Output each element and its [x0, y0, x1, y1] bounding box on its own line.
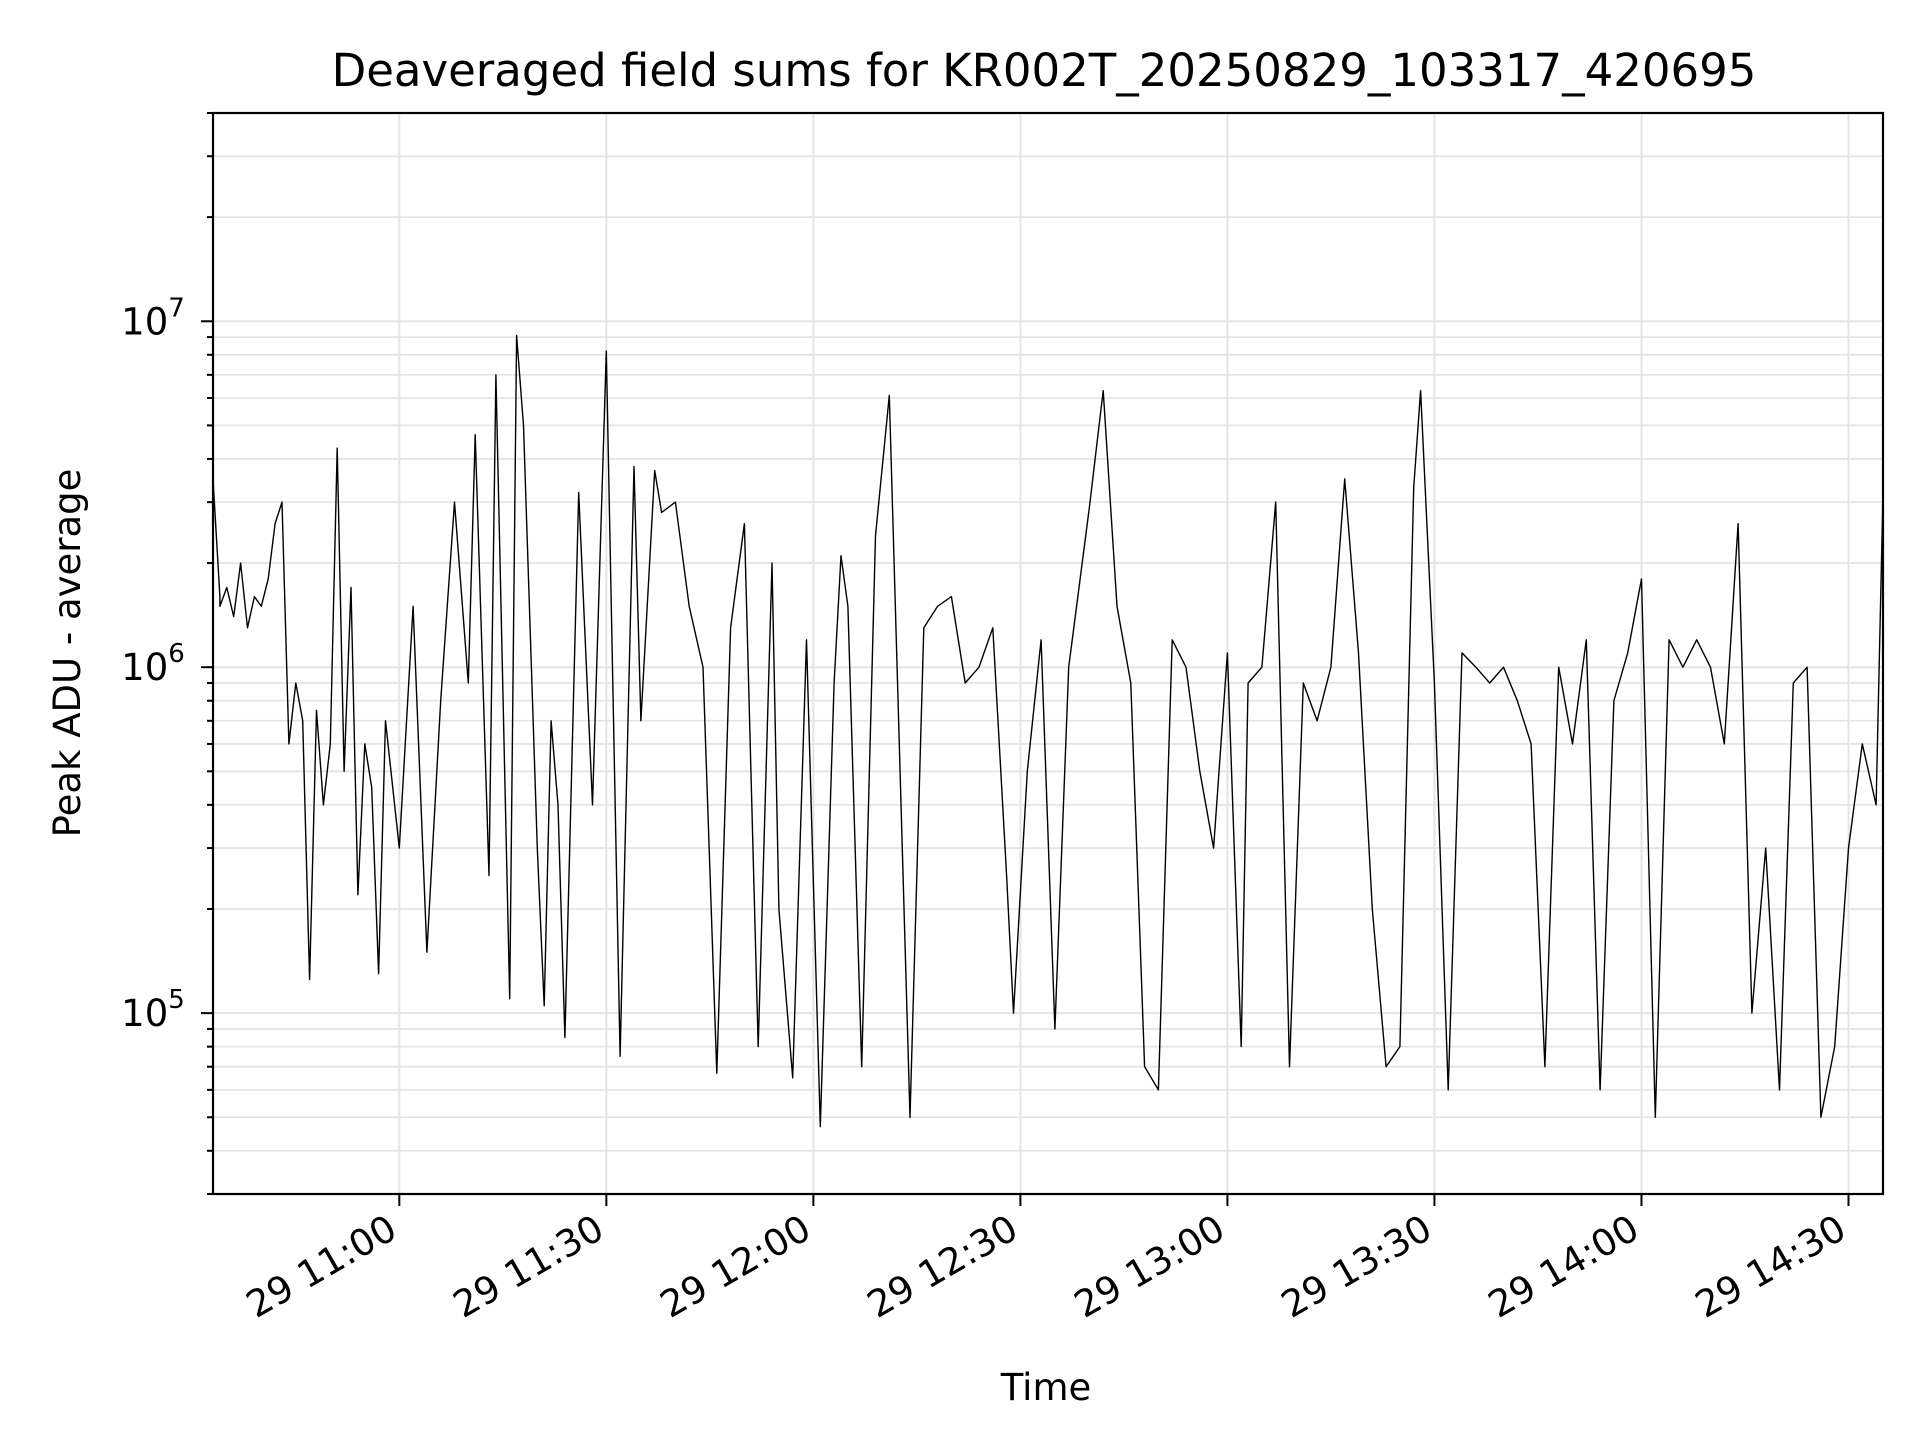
plot-frame [211, 111, 1885, 1196]
x-axis-label: Time [1000, 1366, 1092, 1409]
y-axis-label: Peak ADU - average [46, 469, 89, 838]
chart-title: Deaveraged field sums for KR002T_2025082… [332, 44, 1757, 97]
y-tick-label: 107 [121, 293, 185, 343]
series-layer [212, 166, 1884, 1128]
y-tick-label: 106 [121, 639, 185, 689]
y-axis: 105 106 107 [121, 112, 213, 1195]
y-tick-label: 105 [121, 985, 185, 1035]
series-line-0 [212, 166, 1884, 1128]
